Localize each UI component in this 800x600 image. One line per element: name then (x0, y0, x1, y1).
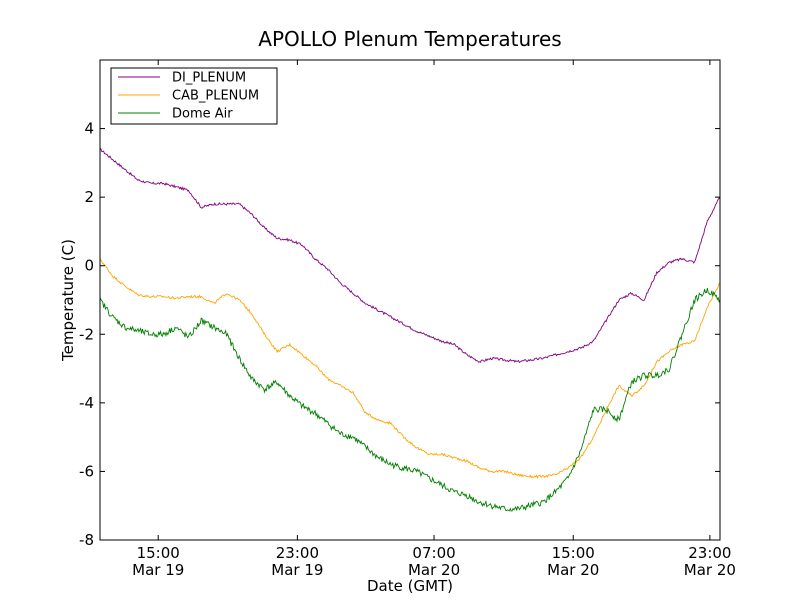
y-tick-label: -6 (79, 462, 94, 480)
plot-frame (99, 59, 721, 541)
x-tick-label-date: Mar 19 (132, 561, 184, 579)
x-tick-label-time: 23:00 (688, 544, 731, 562)
x-tick-label-date: Mar 20 (408, 561, 460, 579)
y-axis-label: Temperature (C) (59, 239, 77, 362)
chart-title: APOLLO Plenum Temperatures (258, 27, 561, 51)
y-tick-label: -2 (79, 325, 94, 343)
x-tick-label-time: 15:00 (552, 544, 595, 562)
x-axis-label: Date (GMT) (367, 577, 453, 595)
x-tick-label-time: 07:00 (412, 544, 455, 562)
y-tick-label: -4 (79, 394, 94, 412)
legend-label-di-plenum: DI_PLENUM (172, 71, 246, 86)
x-tick-label-time: 23:00 (276, 544, 319, 562)
x-tick-label-date: Mar 19 (271, 561, 323, 579)
x-tick-label-date: Mar 20 (547, 561, 599, 579)
x-tick-label-date: Mar 20 (684, 561, 736, 579)
series-layer (100, 147, 720, 512)
y-tick-label: -8 (79, 531, 94, 549)
legend: DI_PLENUM CAB_PLENUM Dome Air (110, 67, 278, 125)
y-tick-label: 2 (84, 188, 94, 206)
x-tick-label-time: 15:00 (137, 544, 180, 562)
legend-label-dome-air: Dome Air (172, 107, 233, 122)
series-line-cab-plenum (100, 257, 720, 479)
legend-label-cab-plenum: CAB_PLENUM (172, 89, 259, 104)
y-tick-label: 4 (84, 120, 94, 138)
series-line-di-plenum (100, 147, 720, 364)
y-tick-label: 0 (84, 257, 94, 275)
series-line-dome-air (100, 287, 720, 512)
